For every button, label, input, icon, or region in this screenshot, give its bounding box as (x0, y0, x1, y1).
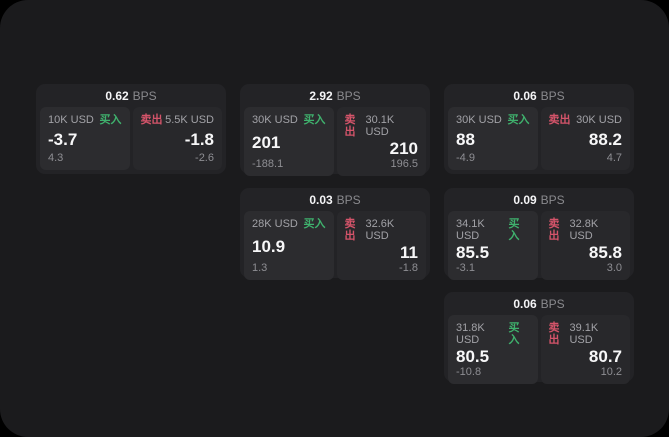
sell-price: 80.7 (588, 347, 622, 366)
buy-panel[interactable]: 10K USD 买入 -3.7 4.3 (40, 107, 130, 170)
sell-delta: 196.5 (390, 158, 418, 170)
buy-panel[interactable]: 28K USD 买入 10.9 1.3 (244, 211, 334, 280)
sell-label: 卖出 (548, 322, 560, 346)
sell-label: 卖出 (548, 218, 560, 242)
bps-value: 2.92 (309, 88, 333, 103)
bps-value: 0.09 (513, 192, 537, 207)
buy-delta: -188.1 (252, 158, 284, 170)
buy-price: -3.7 (48, 130, 78, 149)
sell-delta: -2.6 (195, 152, 214, 164)
buy-size: 10K USD (48, 114, 94, 126)
sell-size: 39.1K USD (569, 322, 599, 346)
quote-card-1: 0.62 BPS 10K USD 买入 -3.7 4.3 卖出 5.5K USD… (36, 84, 226, 174)
sell-price: 11 (400, 243, 418, 262)
card-header: 0.06 BPS (444, 84, 634, 107)
bps-unit-label: BPS (336, 192, 361, 207)
sell-panel[interactable]: 卖出 30.1K USD 210 196.5 (336, 107, 426, 176)
buy-label: 买入 (508, 218, 520, 242)
buy-label: 买入 (507, 114, 530, 126)
bps-value: 0.06 (513, 296, 537, 311)
sell-delta: -1.8 (399, 262, 418, 274)
sell-panel[interactable]: 卖出 32.6K USD 11 -1.8 (336, 211, 426, 280)
buy-delta: -4.9 (456, 152, 475, 164)
buy-size: 30K USD (252, 114, 298, 126)
sell-panel[interactable]: 卖出 30K USD 88.2 4.7 (540, 107, 630, 170)
buy-delta: 1.3 (252, 262, 268, 274)
buy-label: 买入 (303, 114, 326, 126)
sell-panel[interactable]: 卖出 39.1K USD 80.7 10.2 (540, 315, 630, 384)
sell-price: -1.8 (184, 130, 214, 149)
buy-label: 买入 (508, 322, 520, 346)
buy-label: 买入 (303, 218, 326, 230)
buy-label: 买入 (99, 114, 122, 126)
buy-price: 201 (252, 133, 281, 152)
buy-delta: -10.8 (456, 366, 482, 378)
sell-label: 卖出 (548, 114, 571, 126)
sell-size: 30K USD (576, 114, 622, 126)
buy-price: 85.5 (456, 243, 490, 262)
sell-price: 210 (389, 139, 418, 158)
sell-size: 32.8K USD (569, 218, 599, 242)
quote-card-6: 0.06 BPS 31.8K USD 买入 80.5 -10.8 卖出 39.1… (444, 292, 634, 384)
sell-label: 卖出 (344, 218, 356, 242)
card-header: 0.62 BPS (36, 84, 226, 107)
quote-card-2: 2.92 BPS 30K USD 买入 201 -188.1 卖出 30.1K … (240, 84, 430, 176)
buy-panel[interactable]: 30K USD 买入 201 -188.1 (244, 107, 334, 176)
buy-delta: -3.1 (456, 262, 475, 274)
bps-unit-label: BPS (540, 88, 565, 103)
card-header: 0.09 BPS (444, 188, 634, 211)
buy-size: 34.1K USD (456, 218, 485, 242)
sell-panel[interactable]: 卖出 32.8K USD 85.8 3.0 (540, 211, 630, 280)
sell-size: 30.1K USD (365, 114, 395, 138)
card-body: 28K USD 买入 10.9 1.3 卖出 32.6K USD 11 -1.8 (240, 211, 430, 284)
card-body: 34.1K USD 买入 85.5 -3.1 卖出 32.8K USD 85.8… (444, 211, 634, 284)
buy-price: 88 (456, 130, 475, 149)
card-header: 0.06 BPS (444, 292, 634, 315)
bps-unit-label: BPS (540, 192, 565, 207)
buy-size: 28K USD (252, 218, 298, 230)
card-body: 30K USD 买入 201 -188.1 卖出 30.1K USD 210 1… (240, 107, 430, 180)
sell-panel[interactable]: 卖出 5.5K USD -1.8 -2.6 (132, 107, 222, 170)
sell-delta: 3.0 (606, 262, 622, 274)
buy-panel[interactable]: 31.8K USD 买入 80.5 -10.8 (448, 315, 538, 384)
buy-panel[interactable]: 30K USD 买入 88 -4.9 (448, 107, 538, 170)
buy-delta: 4.3 (48, 152, 64, 164)
bps-unit-label: BPS (336, 88, 361, 103)
sell-delta: 10.2 (600, 366, 622, 378)
sell-size: 32.6K USD (365, 218, 395, 242)
sell-label: 卖出 (344, 114, 356, 138)
buy-panel[interactable]: 34.1K USD 买入 85.5 -3.1 (448, 211, 538, 280)
quote-card-4: 0.03 BPS 28K USD 买入 10.9 1.3 卖出 32.6K US… (240, 188, 430, 280)
sell-delta: 4.7 (606, 152, 622, 164)
sell-price: 88.2 (588, 130, 622, 149)
card-body: 10K USD 买入 -3.7 4.3 卖出 5.5K USD -1.8 -2.… (36, 107, 226, 174)
bps-value: 0.03 (309, 192, 333, 207)
sell-label: 卖出 (140, 114, 163, 126)
sell-price: 85.8 (588, 243, 622, 262)
bps-unit-label: BPS (540, 296, 565, 311)
buy-size: 30K USD (456, 114, 502, 126)
quote-card-3: 0.06 BPS 30K USD 买入 88 -4.9 卖出 30K USD 8… (444, 84, 634, 174)
quote-card-5: 0.09 BPS 34.1K USD 买入 85.5 -3.1 卖出 32.8K… (444, 188, 634, 280)
sell-size: 5.5K USD (165, 114, 214, 126)
card-body: 30K USD 买入 88 -4.9 卖出 30K USD 88.2 4.7 (444, 107, 634, 174)
bps-unit-label: BPS (132, 88, 157, 103)
card-header: 0.03 BPS (240, 188, 430, 211)
buy-size: 31.8K USD (456, 322, 485, 346)
bps-value: 0.62 (105, 88, 129, 103)
buy-price: 80.5 (456, 347, 490, 366)
card-body: 31.8K USD 买入 80.5 -10.8 卖出 39.1K USD 80.… (444, 315, 634, 388)
card-header: 2.92 BPS (240, 84, 430, 107)
buy-price: 10.9 (252, 237, 286, 256)
bps-value: 0.06 (513, 88, 537, 103)
